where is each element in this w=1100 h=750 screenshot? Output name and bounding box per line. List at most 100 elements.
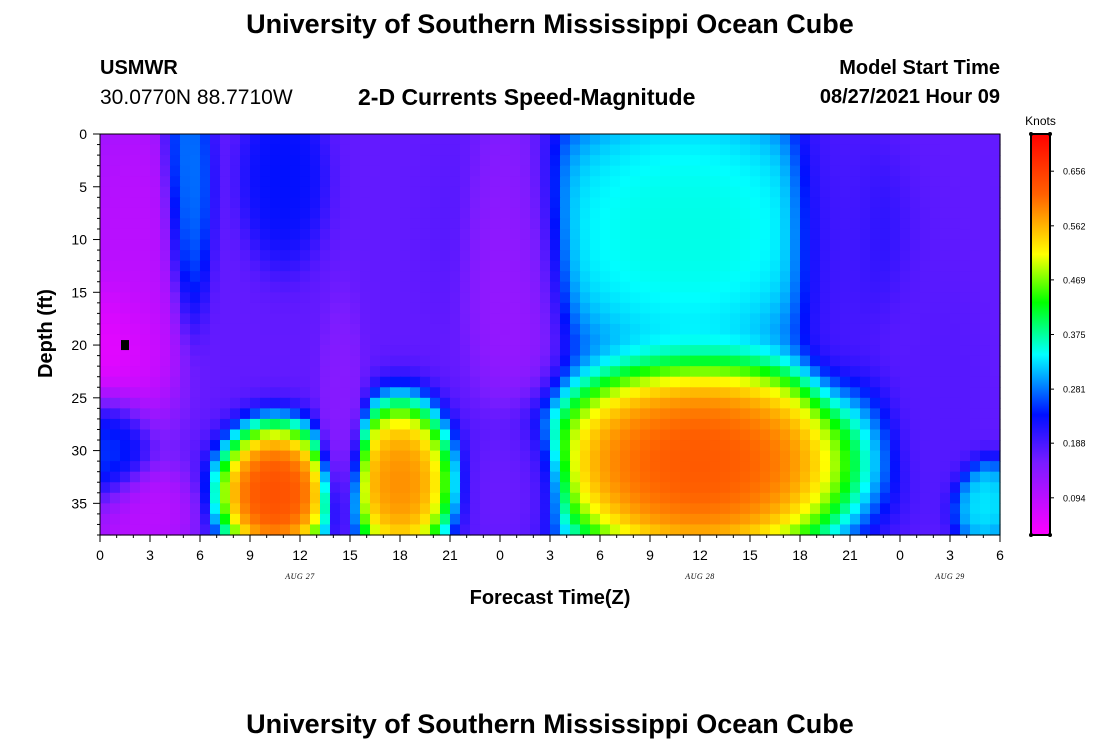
heatmap-cell xyxy=(860,260,871,272)
heatmap-cell xyxy=(130,186,141,198)
heatmap-cell xyxy=(940,418,951,431)
heatmap-cell xyxy=(840,492,851,504)
heatmap-cell xyxy=(240,408,251,420)
heatmap-cell xyxy=(170,334,181,346)
heatmap-cell xyxy=(390,355,401,367)
heatmap-cell xyxy=(860,513,871,526)
heatmap-cell xyxy=(190,271,201,283)
heatmap-cell xyxy=(480,186,491,198)
heatmap-cell xyxy=(780,408,791,420)
heatmap-cell xyxy=(210,355,221,367)
heatmap-cell xyxy=(190,302,201,314)
heatmap-cell xyxy=(690,334,701,346)
heatmap-cell xyxy=(920,207,931,220)
heatmap-cell xyxy=(480,165,491,177)
heatmap-cell xyxy=(670,260,681,272)
heatmap-cell xyxy=(300,461,311,473)
heatmap-cell xyxy=(450,155,461,167)
heatmap-cell xyxy=(260,271,271,283)
heatmap-cell xyxy=(590,313,601,325)
heatmap-cell xyxy=(810,302,821,314)
heatmap-cell xyxy=(180,355,191,367)
heatmap-cell xyxy=(730,440,741,452)
heatmap-cell xyxy=(240,334,251,346)
heatmap-cell xyxy=(750,176,761,188)
heatmap-cell xyxy=(480,155,491,167)
heatmap-cell xyxy=(200,334,211,346)
heatmap-cell xyxy=(200,461,211,473)
heatmap-cell xyxy=(890,334,901,346)
heatmap-cell xyxy=(320,408,331,420)
heatmap-cell xyxy=(560,408,571,420)
heatmap-cell xyxy=(330,366,341,378)
date-label: AUG 28 xyxy=(684,572,714,581)
heatmap-cell xyxy=(640,144,651,156)
heatmap-cell xyxy=(960,260,971,272)
heatmap-cell xyxy=(680,176,691,188)
heatmap-cell xyxy=(650,492,661,504)
heatmap-cell xyxy=(210,197,221,209)
heatmap-cell xyxy=(770,387,781,399)
heatmap-cell xyxy=(580,239,591,251)
heatmap-cell xyxy=(260,345,271,357)
heatmap-cell xyxy=(750,197,761,209)
heatmap-cell xyxy=(720,366,731,378)
heatmap-cell xyxy=(680,492,691,504)
heatmap-cell xyxy=(880,292,891,304)
heatmap-cell xyxy=(480,492,491,504)
heatmap-cell xyxy=(500,503,511,515)
heatmap-cell xyxy=(930,260,941,272)
heatmap-cell xyxy=(620,450,631,462)
heatmap-cell xyxy=(810,503,821,515)
heatmap-cell xyxy=(410,355,421,367)
heatmap-cell xyxy=(530,302,541,314)
heatmap-cell xyxy=(310,250,321,262)
heatmap-cell xyxy=(990,197,1001,209)
heatmap-cell xyxy=(490,461,501,473)
heatmap-cell xyxy=(880,144,891,156)
heatmap-cell xyxy=(870,271,881,283)
heatmap-cell xyxy=(260,218,271,230)
heatmap-cell xyxy=(410,144,421,156)
heatmap-cell xyxy=(370,313,381,325)
heatmap-cell xyxy=(530,524,541,536)
heatmap-cell xyxy=(680,524,691,536)
heatmap-cell xyxy=(570,482,581,494)
heatmap-cell xyxy=(870,492,881,504)
heatmap-cell xyxy=(990,176,1001,188)
heatmap-cell xyxy=(180,334,191,346)
heatmap-cell xyxy=(150,418,161,431)
heatmap-cell xyxy=(340,355,351,367)
heatmap-cell xyxy=(530,429,541,441)
heatmap-cell xyxy=(860,323,871,336)
heatmap-cell xyxy=(650,176,661,188)
heatmap-cells xyxy=(100,134,1001,536)
heatmap-cell xyxy=(650,397,661,409)
heatmap-cell xyxy=(290,302,301,314)
heatmap-cell xyxy=(250,482,261,494)
heatmap-cell xyxy=(710,292,721,304)
heatmap-cell xyxy=(570,281,581,293)
heatmap-cell xyxy=(270,471,281,483)
heatmap-cell xyxy=(350,429,361,441)
heatmap-cell xyxy=(510,387,521,399)
heatmap-cell xyxy=(190,144,201,156)
heatmap-cell xyxy=(150,292,161,304)
heatmap-cell xyxy=(590,376,601,388)
heatmap-cell xyxy=(850,450,861,462)
heatmap-cell xyxy=(430,281,441,293)
heatmap-cell xyxy=(350,292,361,304)
heatmap-cell xyxy=(690,239,701,251)
heatmap-cell xyxy=(190,345,201,357)
heatmap-cell xyxy=(690,429,701,441)
heatmap-cell xyxy=(360,418,371,431)
heatmap-cell xyxy=(340,429,351,441)
heatmap-cell xyxy=(510,513,521,526)
heatmap-cell xyxy=(220,176,231,188)
heatmap-cell xyxy=(310,524,321,536)
heatmap-cell xyxy=(210,461,221,473)
heatmap-cell xyxy=(870,228,881,241)
heatmap-cell xyxy=(860,176,871,188)
heatmap-cell xyxy=(510,302,521,314)
heatmap-cell xyxy=(220,197,231,209)
